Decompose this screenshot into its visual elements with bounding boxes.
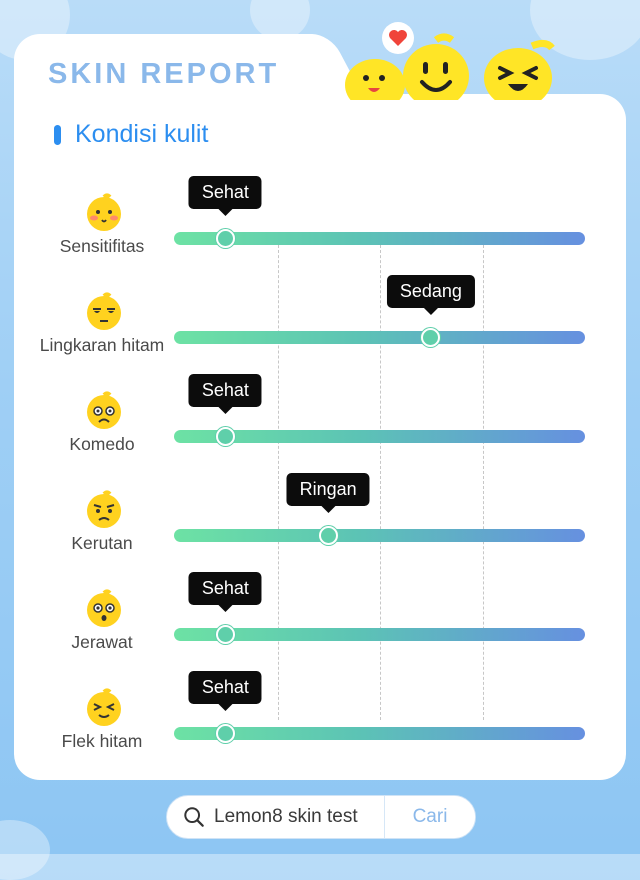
flushed-face-icon <box>84 193 124 233</box>
metric-label: Jerawat <box>71 632 133 652</box>
level-track <box>174 331 585 344</box>
grid-line <box>380 240 381 720</box>
level-tooltip: Sehat <box>188 176 262 216</box>
level-tooltip: Sehat <box>188 374 262 414</box>
skin-metric-row: Komedo Sehat <box>14 374 626 478</box>
worried-face-icon <box>84 391 124 431</box>
level-knob <box>215 427 235 446</box>
level-knob <box>318 526 338 545</box>
level-tooltip: Sehat <box>188 572 262 612</box>
metric-label: Lingkaran hitam <box>39 335 165 355</box>
metric-label: Kerutan <box>71 533 133 553</box>
surprised-face-icon <box>84 589 124 629</box>
level-knob <box>421 328 441 347</box>
level-track <box>174 430 585 443</box>
squinting-face-icon <box>84 688 124 728</box>
background-bubble <box>0 820 50 880</box>
skin-metric-row: Flek hitam Sehat <box>14 671 626 775</box>
search-bar[interactable]: Lemon8 skin test Cari <box>166 795 476 839</box>
metric-label: Flek hitam <box>61 731 143 751</box>
level-track <box>174 628 585 641</box>
level-track <box>174 529 585 542</box>
level-track <box>174 727 585 740</box>
page-title: SKIN REPORT <box>48 58 280 90</box>
skin-metric-row: Lingkaran hitam Sedang <box>14 275 626 379</box>
level-tooltip: Sehat <box>188 671 262 711</box>
level-knob <box>215 625 235 644</box>
search-button[interactable]: Cari <box>384 796 475 838</box>
frowning-face-icon <box>84 490 124 530</box>
metric-label: Komedo <box>69 434 135 454</box>
level-tooltip: Sedang <box>386 275 475 315</box>
skin-metric-row: Jerawat Sehat <box>14 572 626 676</box>
metric-label: Sensitifitas <box>59 236 145 256</box>
level-track <box>174 232 585 245</box>
level-knob <box>215 229 235 248</box>
search-icon <box>184 807 204 827</box>
lemon-mascots-icon <box>345 22 555 100</box>
tired-face-icon <box>84 292 124 332</box>
level-knob <box>215 724 235 743</box>
section-accent-bar <box>54 124 61 145</box>
grid-line <box>278 240 279 720</box>
skin-metric-row: Kerutan Ringan <box>14 473 626 577</box>
level-tooltip: Ringan <box>286 473 370 513</box>
section-header: Kondisi kulit <box>54 120 208 149</box>
skin-metric-row: Sensitifitas Sehat <box>14 176 626 280</box>
grid-line <box>483 240 484 720</box>
section-title: Kondisi kulit <box>75 120 209 148</box>
heart-bubble-icon <box>382 22 414 54</box>
search-text[interactable]: Lemon8 skin test <box>214 806 358 827</box>
